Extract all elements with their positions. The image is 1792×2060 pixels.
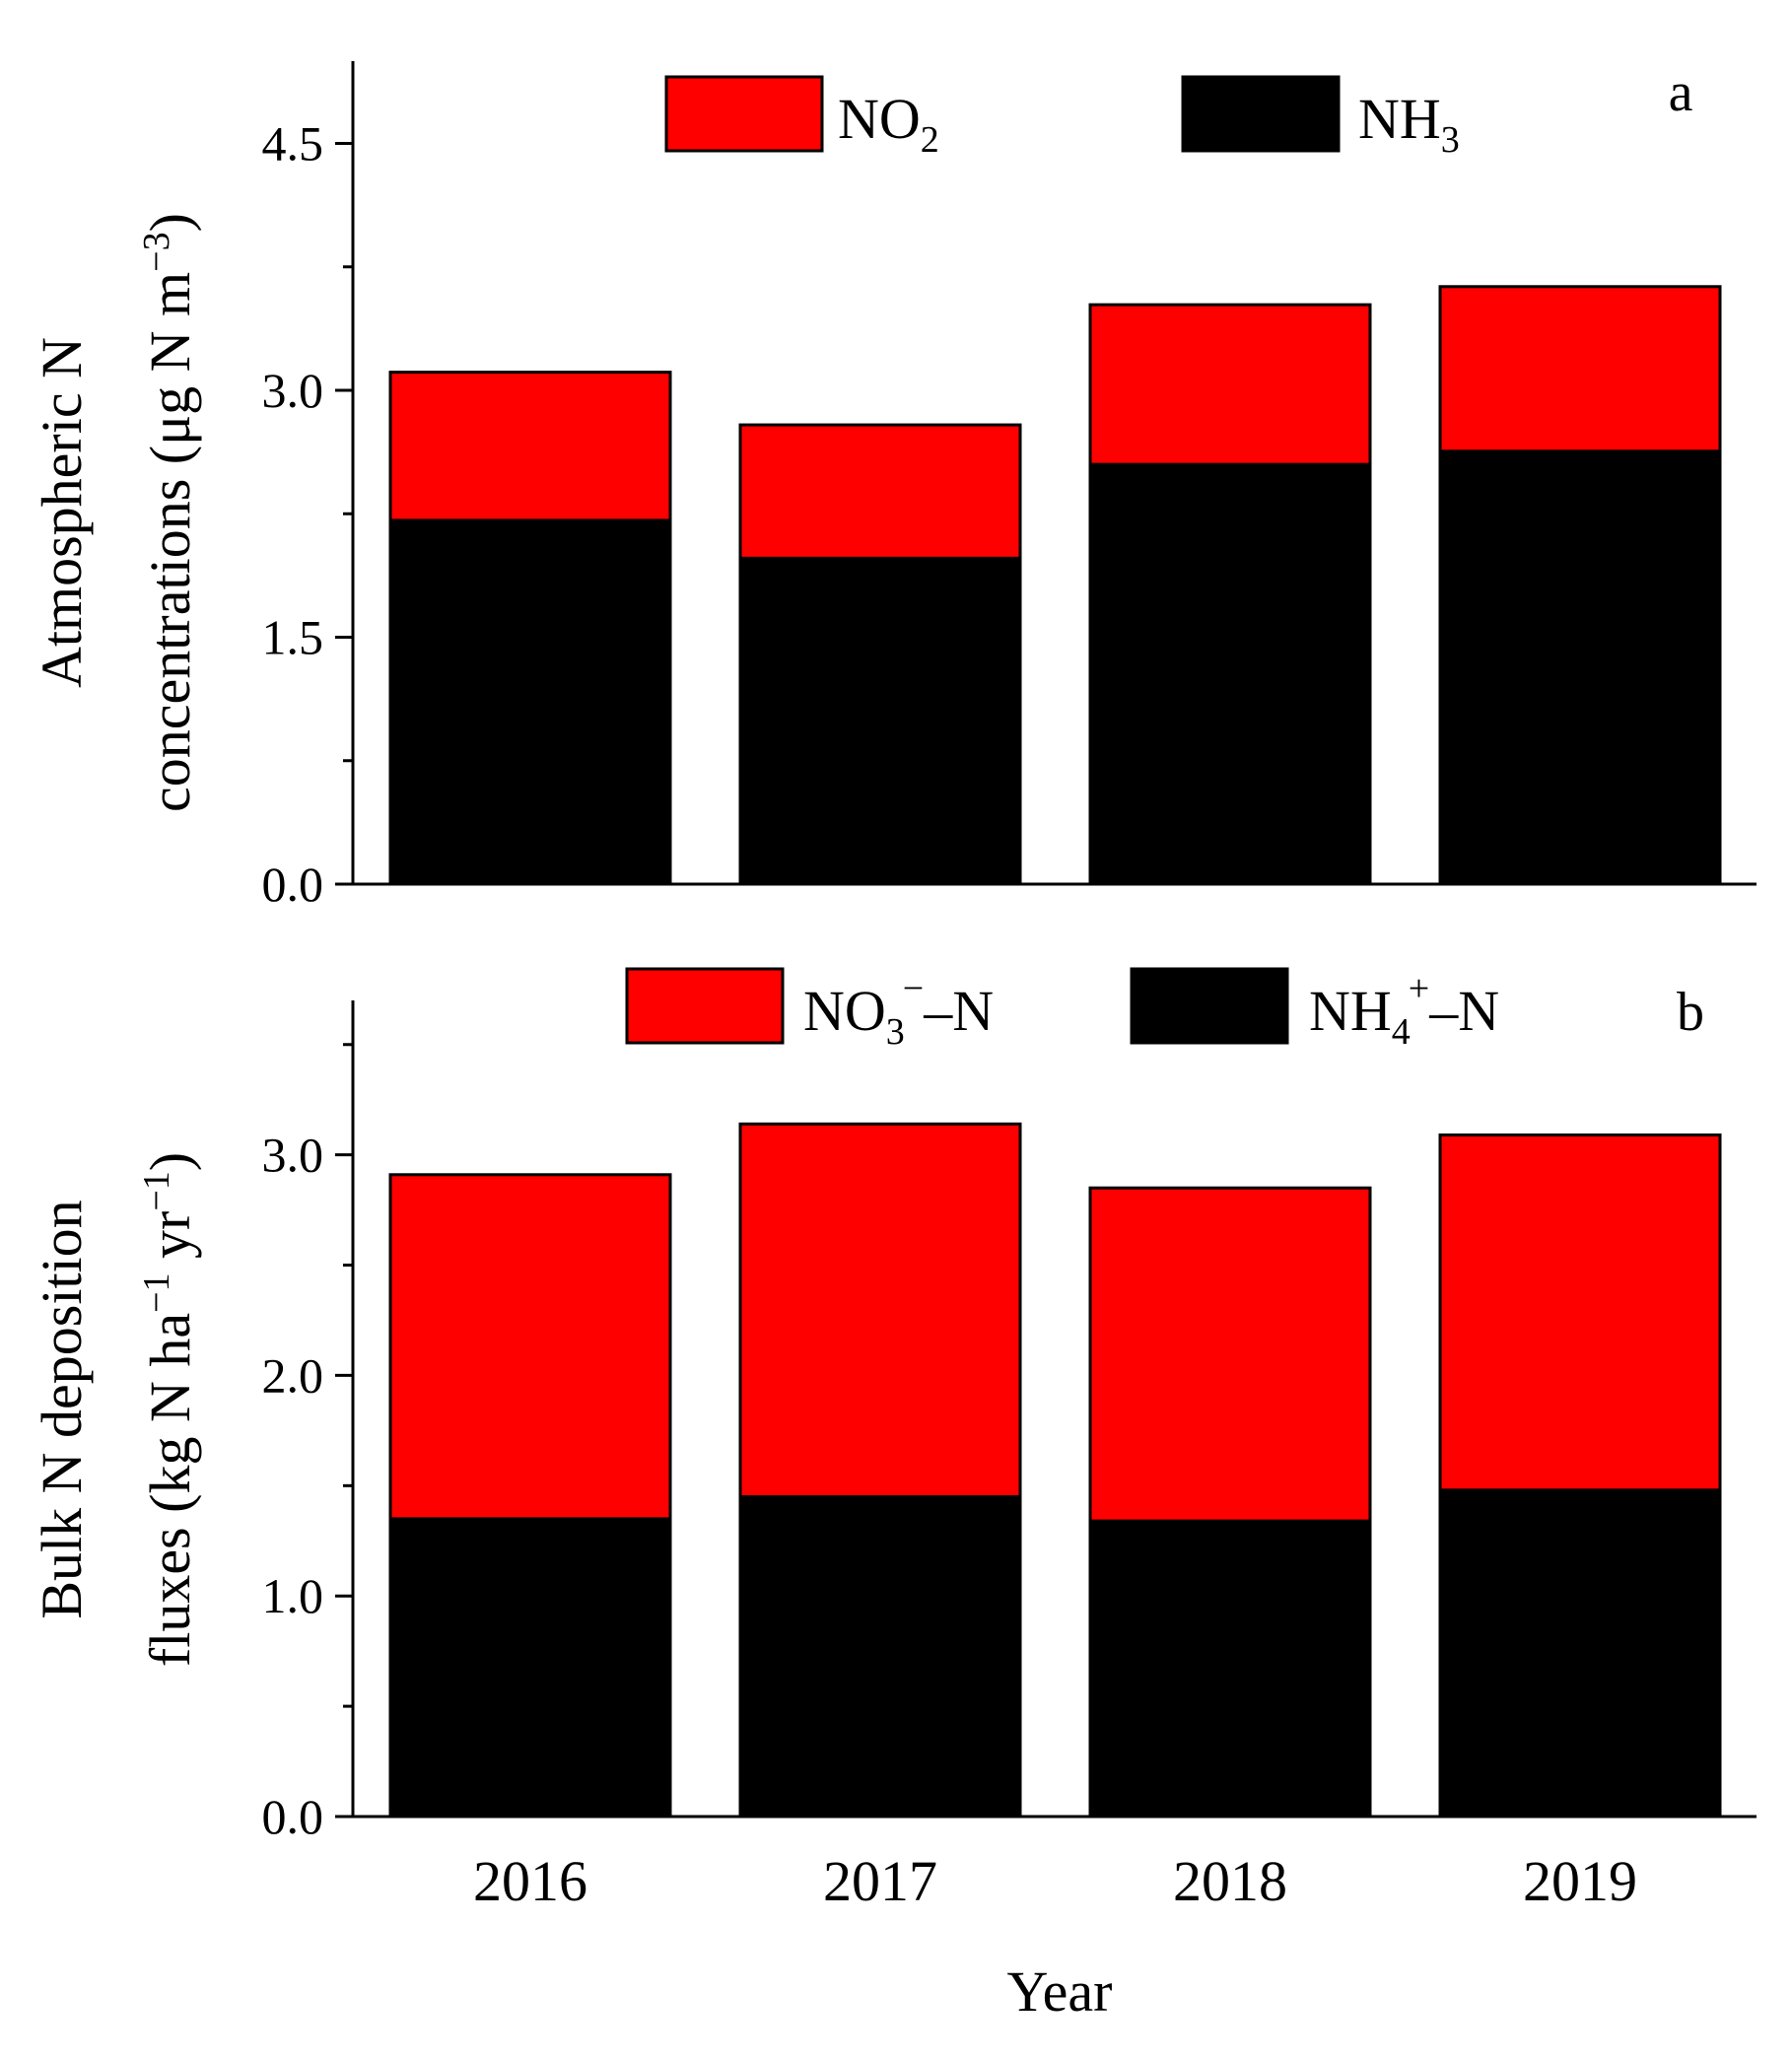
bar-b-nh4-2019 — [1438, 1488, 1722, 1819]
panel-letter-a: a — [1669, 62, 1693, 123]
x-tick-label-2018: 2018 — [1173, 1849, 1287, 1913]
bar-a-nh3-2019 — [1438, 449, 1722, 886]
bar-b-no3-2019 — [1438, 1133, 1722, 1492]
bar-b-nh4-2017 — [738, 1495, 1022, 1819]
y-axis-title-b-line2: fluxes (kg N ha−1 yr−1) — [136, 1152, 202, 1667]
bar-a-no2-2019 — [1438, 285, 1722, 453]
y-axis-title-b-line1: Bulk N deposition — [30, 1200, 94, 1618]
y-tick-label-a: 1.5 — [262, 610, 324, 665]
x-tick-label-2019: 2019 — [1523, 1849, 1637, 1913]
bar-a-nh3-2018 — [1088, 462, 1372, 886]
bar-a-no2-2016 — [388, 371, 672, 522]
bar-a-nh3-2017 — [738, 556, 1022, 886]
bar-b-no3-2018 — [1088, 1186, 1372, 1523]
legend-swatch-b-2 — [1130, 967, 1289, 1045]
y-axis-title-a-line1: Atmospheric N — [30, 337, 94, 688]
y-tick-label-a: 3.0 — [262, 363, 324, 418]
legend-label-a-2: NH3 — [1358, 87, 1460, 161]
y-tick-label-b: 0.0 — [262, 1789, 324, 1844]
y-tick-label-b: 1.0 — [262, 1568, 324, 1623]
y-tick-label-a: 4.5 — [262, 116, 324, 172]
x-tick-label-2016: 2016 — [473, 1849, 587, 1913]
legend-label-b-1: NO3−–N — [803, 968, 994, 1053]
bar-b-nh4-2016 — [388, 1517, 672, 1819]
y-tick-label-b: 2.0 — [262, 1347, 324, 1403]
legend-swatch-a-1 — [664, 75, 824, 153]
panel-b-chart: 0.0 1.0 2.0 3.0 2016 2017 2018 2019 Bulk N depos… — [30, 967, 1757, 1913]
bar-b-no3-2016 — [388, 1173, 672, 1521]
y-tick-label-a: 0.0 — [262, 857, 324, 912]
bar-b-no3-2017 — [738, 1122, 1022, 1499]
x-tick-label-2017: 2017 — [823, 1849, 937, 1913]
bar-a-nh3-2016 — [388, 518, 672, 886]
legend-swatch-b-1 — [625, 967, 785, 1045]
legend-label-b-2: NH4+–N — [1309, 968, 1499, 1053]
y-axis-title-a-line2: concentrations (μg N m−3) — [136, 213, 202, 812]
panel-letter-b: b — [1677, 982, 1704, 1043]
panel-a-chart: 0.0 1.5 3.0 4.5 Atmospheric N concentrations … — [30, 61, 1757, 912]
y-tick-label-b: 3.0 — [262, 1128, 324, 1183]
bar-a-no2-2018 — [1088, 303, 1372, 466]
legend-label-a-1: NO2 — [838, 87, 939, 161]
bar-a-no2-2017 — [738, 423, 1022, 560]
bar-b-nh4-2018 — [1088, 1519, 1372, 1819]
x-axis-title: Year — [1007, 1959, 1113, 2024]
legend-swatch-a-2 — [1181, 75, 1341, 153]
